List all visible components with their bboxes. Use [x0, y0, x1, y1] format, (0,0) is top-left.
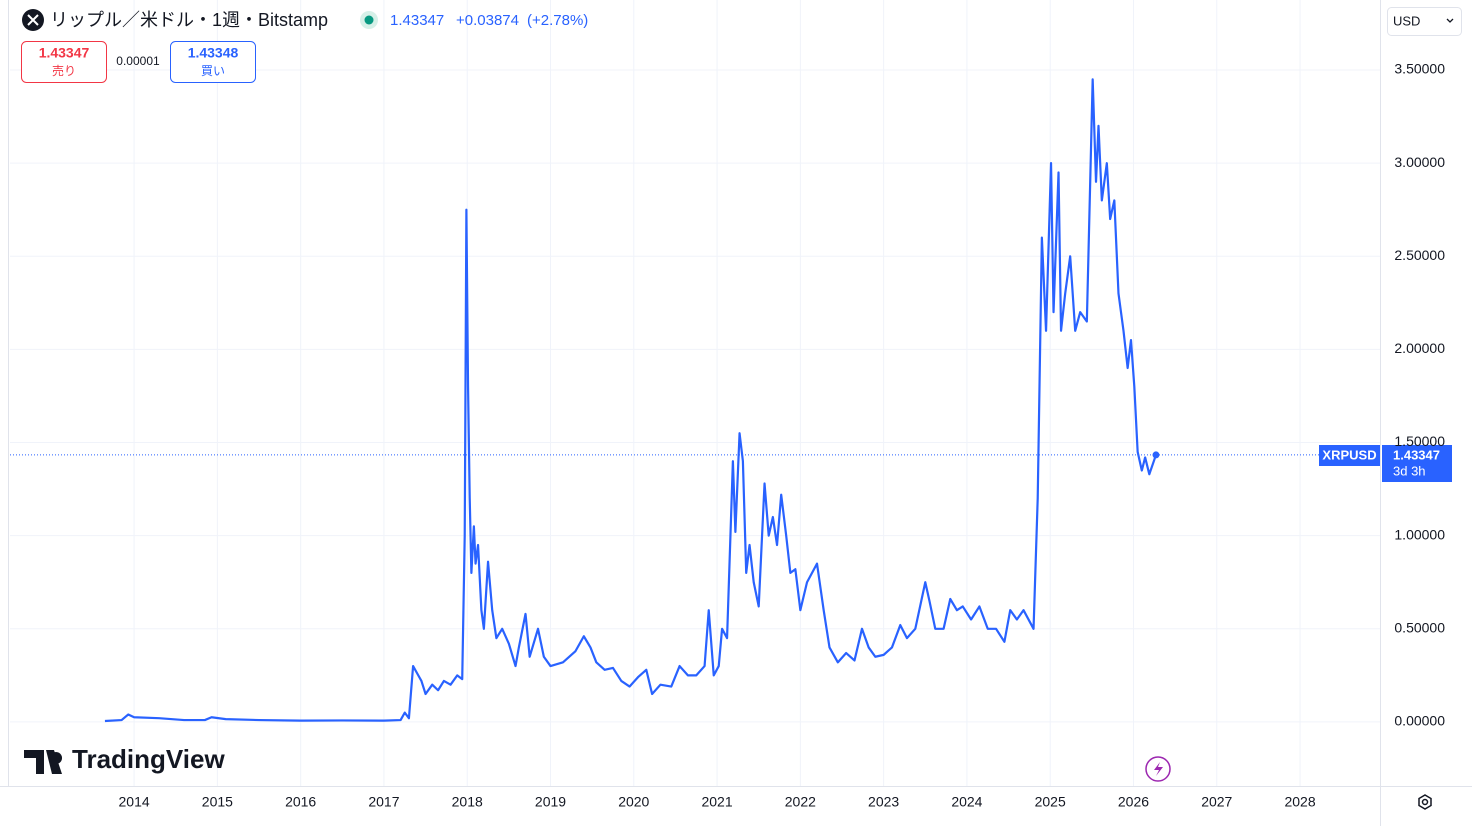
- last-price-dot: [1152, 451, 1160, 459]
- settings-button[interactable]: [1418, 794, 1432, 810]
- x-tick-label: 2024: [951, 794, 982, 810]
- event-icon-bolt: [1154, 762, 1163, 776]
- x-tick-label: 2021: [701, 794, 732, 810]
- buy-label: 買い: [201, 64, 225, 78]
- currency-select[interactable]: [1387, 7, 1462, 36]
- y-tick-label: 0.00000: [1394, 713, 1445, 729]
- x-tick-label: 2028: [1284, 794, 1315, 810]
- y-tick-label: 2.00000: [1394, 340, 1445, 356]
- y-tick-label: 1.00000: [1394, 526, 1445, 542]
- x-tick-label: 2018: [452, 794, 483, 810]
- y-tick-label: 1.50000: [1394, 433, 1445, 449]
- x-tick-label: 2022: [785, 794, 816, 810]
- sell-button[interactable]: [21, 41, 107, 83]
- quote-price: 1.43347: [390, 12, 444, 29]
- sell-label: 売り: [52, 63, 76, 78]
- price-tag-text: 1.43347: [1393, 447, 1440, 462]
- x-tick-label: 2019: [535, 794, 566, 810]
- y-tick-label: 3.00000: [1394, 154, 1445, 170]
- symbol-tag: [1319, 445, 1380, 466]
- x-tick-label: 2015: [202, 794, 233, 810]
- brand-name: TradingView: [72, 744, 225, 774]
- y-tick-label: 3.50000: [1394, 61, 1445, 77]
- market-status-dot: [364, 15, 374, 25]
- quote-change-pct: (+2.78%): [527, 12, 588, 29]
- brand-logo: [24, 750, 63, 774]
- symbol-tag-text: XRPUSD: [1322, 447, 1376, 462]
- symbol-title[interactable]: リップル／米ドル・1週・Bitstamp: [50, 10, 328, 30]
- currency: USD: [1393, 13, 1420, 28]
- buy-button[interactable]: [170, 41, 256, 83]
- countdown: 3d 3h: [1393, 463, 1426, 478]
- price-line: [104, 78, 1158, 723]
- price-tag: [1382, 445, 1452, 482]
- y-tick-label: 0.50000: [1394, 620, 1445, 636]
- x-tick-label: 2025: [1035, 794, 1066, 810]
- x-tick-label: 2027: [1201, 794, 1232, 810]
- quote-change: +0.03874: [456, 12, 519, 29]
- x-tick-label: 2017: [368, 794, 399, 810]
- x-tick-label: 2016: [285, 794, 316, 810]
- buy-price: 1.43348: [188, 45, 239, 61]
- plot: [10, 78, 1380, 723]
- x-tick-label: 2026: [1118, 794, 1149, 810]
- symbol-icon-mark: [27, 14, 39, 26]
- x-tick-label: 2020: [618, 794, 649, 810]
- x-tick-label: 2014: [119, 794, 150, 810]
- settings-center: [1421, 798, 1429, 806]
- sell-price: 1.43347: [39, 45, 90, 61]
- x-tick-label: 2023: [868, 794, 899, 810]
- y-tick-label: 2.50000: [1394, 247, 1445, 263]
- dropdown-arrow: [1446, 18, 1454, 23]
- spread: 0.00001: [116, 54, 160, 68]
